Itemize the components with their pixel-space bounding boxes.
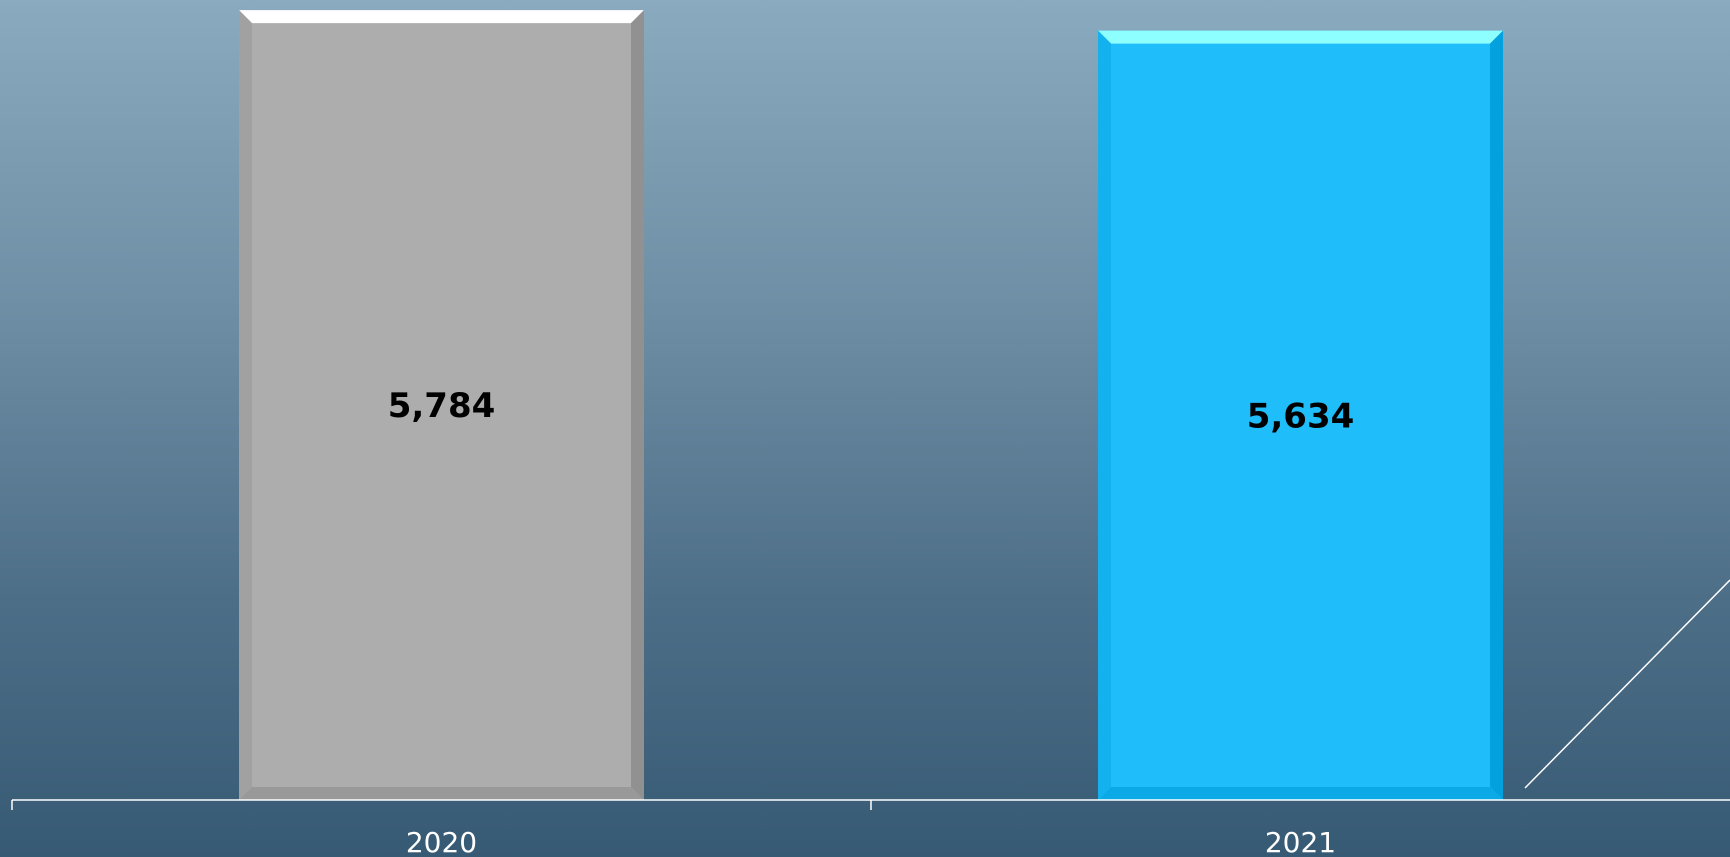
bar-bevel-right [1490, 30, 1503, 800]
bars-group [239, 10, 1503, 801]
labels-group: 5,784 2020 5,634 2021 [388, 386, 1355, 857]
bar-2020 [239, 10, 644, 801]
x-tick-label: 2020 [406, 826, 477, 857]
decorative-diagonal-line [1524, 579, 1730, 789]
bar-bevel-right [631, 10, 644, 801]
bar-face [239, 10, 644, 801]
bar-bevel-bottom [239, 787, 644, 800]
data-label: 5,634 [1247, 396, 1355, 436]
bar-bevel-top [239, 10, 644, 24]
bar-2021 [1098, 30, 1503, 800]
data-label: 5,784 [388, 386, 496, 426]
bar-face [1098, 30, 1503, 800]
bar-bevel-top [1098, 30, 1503, 44]
bar-bevel-bottom [1098, 787, 1503, 800]
x-axis [11, 799, 1730, 810]
x-tick-label: 2021 [1265, 826, 1336, 857]
bar-bevel-left [1098, 30, 1111, 800]
bar-bevel-left [239, 10, 252, 801]
